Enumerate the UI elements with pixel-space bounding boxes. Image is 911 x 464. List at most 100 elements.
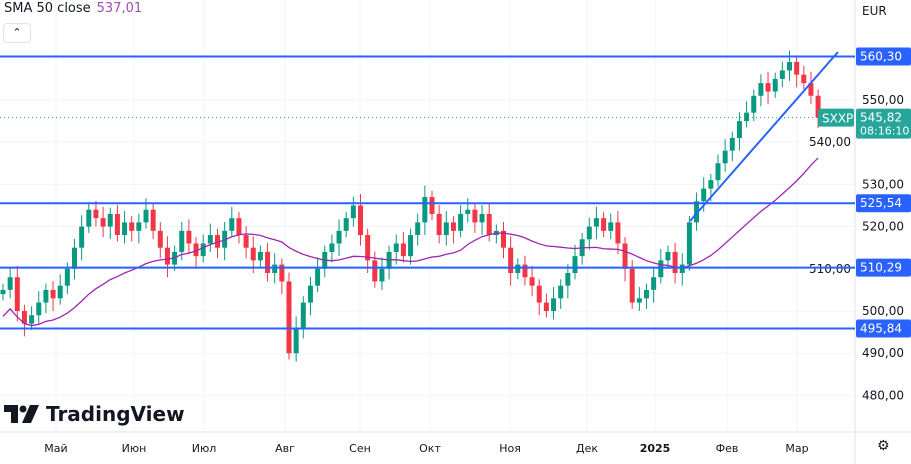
candle-body [808, 83, 814, 96]
candle-body [64, 268, 70, 286]
price-tick-label-bg [800, 134, 853, 151]
candle-body [43, 289, 49, 303]
level-price-label: 495,84 [860, 322, 902, 336]
symbol-label: SXXP [822, 112, 853, 126]
level-price-label-bg [856, 47, 911, 66]
candle-body [501, 230, 506, 248]
candle-body [257, 251, 263, 261]
candle-body [29, 315, 35, 324]
candle-body [536, 285, 542, 303]
candle-body [21, 311, 27, 324]
candle-body [50, 289, 56, 299]
currency-label[interactable]: EUR [862, 4, 887, 18]
candle-body [72, 247, 77, 269]
candle-body [450, 222, 456, 231]
candle-body [629, 268, 635, 303]
level-price-label-bg [856, 258, 911, 277]
candle-body [100, 218, 106, 227]
candle-body [0, 289, 6, 295]
candle-body [36, 302, 42, 316]
candle-body [593, 218, 599, 227]
candle-body [236, 218, 242, 236]
price-tick-label-bg [800, 260, 853, 277]
settings-icon[interactable]: ⚙ [877, 438, 890, 454]
candle-body [565, 273, 571, 286]
candle-body [379, 268, 385, 282]
candle-body [729, 137, 735, 151]
time-tick-label: Сен [349, 442, 371, 455]
candle-body [443, 222, 449, 236]
candle-body [672, 251, 678, 274]
candle-body [293, 327, 299, 354]
price-tick-label: 500,00 [862, 304, 904, 318]
candle-body [422, 197, 428, 223]
candle-body [772, 78, 778, 92]
candle-body [343, 218, 349, 231]
candle-body [300, 302, 306, 328]
candle-body [508, 247, 514, 274]
candle-body [486, 213, 492, 236]
candle-body [336, 230, 342, 244]
candle-body [200, 243, 206, 257]
candle-body [243, 235, 249, 248]
countdown-label: 08:16:10 [860, 125, 909, 138]
candle-body [715, 163, 721, 181]
level-price-label: 560,30 [860, 50, 902, 64]
candle-body [136, 222, 142, 231]
candle-body [122, 222, 128, 236]
price-tick-label: 480,00 [862, 388, 904, 402]
price-tick-label: 510,00 [809, 262, 851, 276]
candle-body [372, 260, 378, 282]
candle-body [114, 213, 120, 236]
candle-body [329, 243, 335, 252]
last-price-label-bg [856, 108, 911, 139]
candle-body [779, 70, 785, 79]
trend-line[interactable] [689, 51, 839, 222]
candle-body [207, 235, 213, 244]
candle-body [744, 112, 750, 122]
candle-body [272, 264, 278, 274]
logo-text: TradingView [46, 402, 185, 426]
candle-body [694, 201, 700, 223]
candle-body [229, 218, 235, 231]
candle-body [400, 243, 406, 257]
candle-body [7, 277, 13, 290]
candle-body [636, 298, 642, 303]
candle-body [93, 209, 99, 219]
candle-body [736, 121, 742, 138]
candle-body [622, 243, 628, 269]
time-tick-label: Ноя [499, 442, 521, 455]
candle-body [708, 180, 714, 189]
candle-body [679, 264, 685, 274]
time-tick-label: Май [44, 442, 67, 455]
collapse-legend-button[interactable]: ⌃ [3, 23, 31, 43]
tradingview-logo-icon [4, 405, 39, 423]
candle-body [751, 95, 757, 113]
tradingview-logo: TradingView [4, 402, 185, 426]
sma-value: 537,01 [96, 1, 143, 16]
candle-body [315, 268, 321, 286]
candle-body [250, 247, 256, 261]
candle-body [193, 243, 199, 257]
candle-body [358, 205, 363, 236]
symbol-label-bg [818, 108, 854, 127]
sma-legend: SMA 50 close 537,01 [4, 1, 142, 16]
candle-body [179, 230, 185, 252]
candle-body [286, 281, 292, 354]
price-tick-label: 530,00 [862, 177, 904, 191]
candle-body [543, 302, 549, 311]
candle-body [465, 209, 471, 214]
candle-body [758, 83, 764, 96]
candle-body [150, 209, 156, 231]
candle-body [393, 243, 399, 252]
candle-body [57, 285, 63, 299]
level-price-label: 510,29 [860, 261, 902, 275]
candle-body [615, 222, 621, 244]
candle-body [551, 298, 557, 311]
time-tick-label: Дек [576, 442, 598, 455]
time-tick-label: Окт [419, 442, 441, 455]
candle-body [815, 95, 821, 118]
candle-body [665, 251, 671, 261]
price-tick-label: 550,00 [862, 93, 904, 107]
